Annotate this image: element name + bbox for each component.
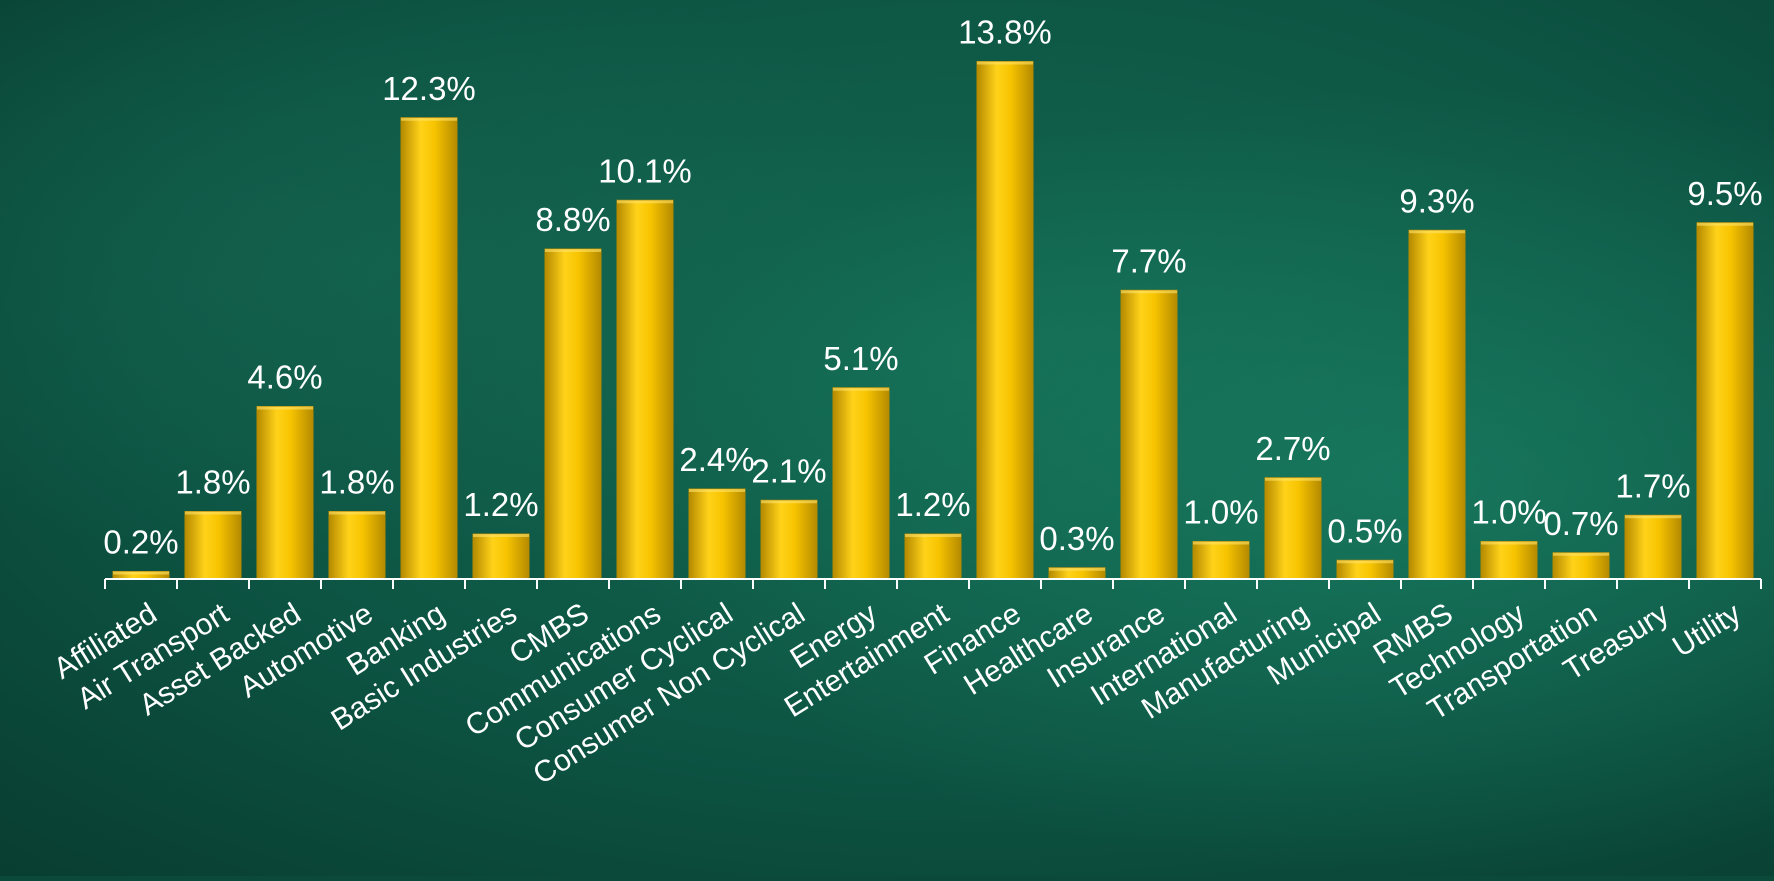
data-label: 13.8%: [958, 14, 1052, 51]
bar-basic-industries: [472, 533, 530, 580]
bar-finance: [976, 61, 1034, 580]
bar-top-highlight: [1481, 541, 1537, 545]
bar-top-highlight: [1121, 290, 1177, 294]
data-label: 1.7%: [1615, 467, 1690, 504]
bar-communications: [616, 199, 674, 580]
bar-top-highlight: [617, 200, 673, 204]
bar-top-highlight: [905, 534, 961, 537]
bar-insurance: [1120, 289, 1178, 580]
data-label: 5.1%: [823, 340, 898, 377]
bar-energy: [832, 387, 890, 580]
bar-utility: [1696, 222, 1754, 580]
bar-top-highlight: [1337, 560, 1393, 564]
data-label: 8.8%: [535, 201, 610, 238]
data-label: 2.7%: [1255, 430, 1330, 467]
data-label: 2.1%: [751, 452, 826, 489]
bar-treasury: [1624, 514, 1682, 580]
bar-banking: [400, 117, 458, 580]
bar-top-highlight: [329, 511, 385, 515]
bar-top-highlight: [977, 61, 1033, 65]
bar-entertainment: [904, 533, 962, 580]
bar-top-highlight: [1049, 567, 1105, 571]
bar-top-highlight: [1193, 541, 1249, 545]
data-label: 9.3%: [1399, 182, 1474, 219]
bar-top-highlight: [689, 489, 745, 492]
bar-top-highlight: [1409, 230, 1465, 234]
bar-top-highlight: [473, 534, 529, 537]
bar-top-highlight: [401, 117, 457, 121]
data-label: 1.0%: [1183, 494, 1258, 531]
bar-top-highlight: [185, 511, 241, 515]
bar-top-highlight: [1625, 515, 1681, 519]
bar-top-highlight: [1697, 222, 1753, 226]
bar-top-highlight: [833, 387, 889, 391]
data-label: 2.4%: [679, 441, 754, 478]
data-labels-group: 0.2%1.8%4.6%1.8%12.3%1.2%8.8%10.1%2.4%2.…: [103, 14, 1762, 561]
bar-top-highlight: [545, 249, 601, 252]
bar-cmbs: [544, 248, 602, 580]
data-label: 1.0%: [1471, 494, 1546, 531]
data-label: 0.3%: [1039, 520, 1114, 557]
data-label: 10.1%: [598, 152, 692, 189]
bar-top-highlight: [761, 500, 817, 504]
data-label: 4.6%: [247, 359, 322, 396]
bar-manufacturing: [1264, 477, 1322, 580]
data-label: 0.7%: [1543, 505, 1618, 542]
data-label: 9.5%: [1687, 175, 1762, 212]
data-label: 12.3%: [382, 70, 476, 107]
bar-consumer-non-cyclical: [760, 499, 818, 580]
bar-top-highlight: [1265, 477, 1321, 481]
bar-international: [1192, 541, 1250, 580]
bar-top-highlight: [113, 571, 169, 575]
data-label: 7.7%: [1111, 242, 1186, 279]
bar-top-highlight: [1553, 552, 1609, 556]
data-label: 1.8%: [175, 464, 250, 501]
data-label: 1.2%: [895, 486, 970, 523]
data-label: 1.2%: [463, 486, 538, 523]
data-label: 0.2%: [103, 524, 178, 561]
bars-group: [112, 61, 1754, 580]
bar-asset-backed: [256, 406, 314, 580]
bar-transportation: [1552, 552, 1610, 580]
bar-air-transport: [184, 511, 242, 580]
bar-rmbs: [1408, 229, 1466, 580]
data-label: 0.5%: [1327, 512, 1402, 549]
x-axis: [104, 578, 1762, 589]
bar-technology: [1480, 541, 1538, 580]
bar-consumer-cyclical: [688, 488, 746, 580]
data-label: 1.8%: [319, 464, 394, 501]
bar-top-highlight: [257, 406, 313, 410]
bar-automotive: [328, 511, 386, 580]
